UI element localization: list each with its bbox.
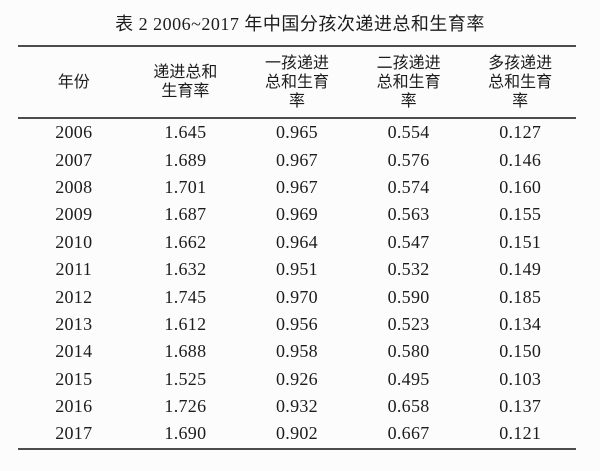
column-header-1: 递进总和 生育率	[153, 64, 218, 100]
year-cell: 2013	[55, 313, 93, 334]
table-body: 2006 1.645 0.965 0.554 0.127 2007 1.689 0.967 0.…	[18, 118, 576, 449]
table-row: 2017 1.690 0.902 0.667 0.121	[18, 420, 576, 448]
value-cell: 1.701	[164, 176, 207, 197]
year-cell: 2011	[55, 259, 93, 280]
value-cell: 0.523	[387, 313, 430, 334]
value-cell: 0.495	[387, 368, 430, 389]
value-cell: 0.127	[499, 122, 542, 143]
value-cell: 0.574	[387, 176, 430, 197]
table-row: 2007 1.689 0.967 0.576 0.146	[18, 146, 576, 173]
value-cell: 0.150	[499, 341, 542, 362]
year-cell: 2010	[55, 231, 93, 252]
value-cell: 0.134	[499, 313, 542, 334]
table-row: 2013 1.612 0.956 0.523 0.134	[18, 311, 576, 338]
value-cell: 0.932	[275, 396, 318, 417]
value-cell: 0.964	[275, 231, 318, 252]
value-cell: 1.687	[164, 204, 207, 225]
value-cell: 0.155	[499, 204, 542, 225]
value-cell: 0.967	[275, 176, 318, 197]
value-cell: 1.690	[164, 423, 207, 444]
value-cell: 0.667	[387, 423, 430, 444]
value-cell: 0.590	[387, 286, 430, 307]
table-row: 2016 1.726 0.932 0.658 0.137	[18, 393, 576, 420]
table-header: 年份 递进总和 生育率 一孩递进 总和生育 率二孩递进 总和生育 率多孩递进 总和生…	[18, 46, 576, 118]
year-cell: 2006	[55, 122, 93, 143]
value-cell: 1.632	[164, 259, 207, 280]
table-row: 2008 1.701 0.967 0.574 0.160	[18, 174, 576, 201]
value-cell: 0.185	[499, 286, 542, 307]
column-header-4: 多孩递进 总和生育 率	[488, 54, 553, 110]
value-cell: 0.160	[499, 176, 542, 197]
value-cell: 0.146	[499, 149, 542, 170]
value-cell: 1.645	[164, 122, 207, 143]
value-cell: 0.576	[387, 149, 430, 170]
value-cell: 0.965	[275, 122, 318, 143]
value-cell: 0.137	[499, 396, 542, 417]
column-header-0: 年份	[57, 73, 90, 91]
value-cell: 0.951	[275, 259, 318, 280]
value-cell: 1.662	[164, 231, 207, 252]
year-cell: 2008	[55, 176, 93, 197]
value-cell: 0.958	[275, 341, 318, 362]
table-row: 2014 1.688 0.958 0.580 0.150	[18, 338, 576, 365]
value-cell: 0.969	[275, 204, 318, 225]
value-cell: 0.967	[275, 149, 318, 170]
value-cell: 0.956	[275, 313, 318, 334]
value-cell: 0.970	[275, 286, 318, 307]
value-cell: 1.688	[164, 341, 207, 362]
table-caption: 表 2 2006~2017 年中国分孩次递进总和生育率	[115, 14, 485, 34]
table-row: 2012 1.745 0.970 0.590 0.185	[18, 283, 576, 310]
year-cell: 2016	[55, 396, 93, 417]
value-cell: 0.902	[275, 423, 318, 444]
value-cell: 0.151	[499, 231, 542, 252]
value-cell: 0.103	[499, 368, 542, 389]
value-cell: 0.547	[387, 231, 430, 252]
value-cell: 0.658	[387, 396, 430, 417]
column-header-3: 二孩递进 总和生育 率	[376, 54, 441, 110]
value-cell: 1.745	[164, 286, 207, 307]
value-cell: 0.926	[275, 368, 318, 389]
table-row: 2006 1.645 0.965 0.554 0.127	[18, 118, 576, 146]
value-cell: 1.726	[164, 396, 207, 417]
value-cell: 0.580	[387, 341, 430, 362]
year-cell: 2012	[55, 286, 93, 307]
header-row: 年份 递进总和 生育率 一孩递进 总和生育 率二孩递进 总和生育 率多孩递进 总和生…	[18, 46, 576, 118]
year-cell: 2007	[55, 149, 93, 170]
fertility-table: 年份 递进总和 生育率 一孩递进 总和生育 率二孩递进 总和生育 率多孩递进 总和生…	[18, 45, 576, 450]
column-header-2: 一孩递进 总和生育 率	[264, 54, 329, 110]
value-cell: 0.149	[499, 259, 542, 280]
year-cell: 2017	[55, 423, 93, 444]
year-cell: 2009	[55, 204, 93, 225]
value-cell: 1.525	[164, 368, 207, 389]
year-cell: 2014	[55, 341, 93, 362]
table-row: 2011 1.632 0.951 0.532 0.149	[18, 256, 576, 283]
value-cell: 0.554	[387, 122, 430, 143]
table-row: 2009 1.687 0.969 0.563 0.155	[18, 201, 576, 228]
value-cell: 1.612	[164, 313, 207, 334]
value-cell: 0.532	[387, 259, 430, 280]
value-cell: 1.689	[164, 149, 207, 170]
table-row: 2015 1.525 0.926 0.495 0.103	[18, 366, 576, 393]
value-cell: 0.121	[499, 423, 542, 444]
year-cell: 2015	[55, 368, 93, 389]
value-cell: 0.563	[387, 204, 430, 225]
table-row: 2010 1.662 0.964 0.547 0.151	[18, 229, 576, 256]
